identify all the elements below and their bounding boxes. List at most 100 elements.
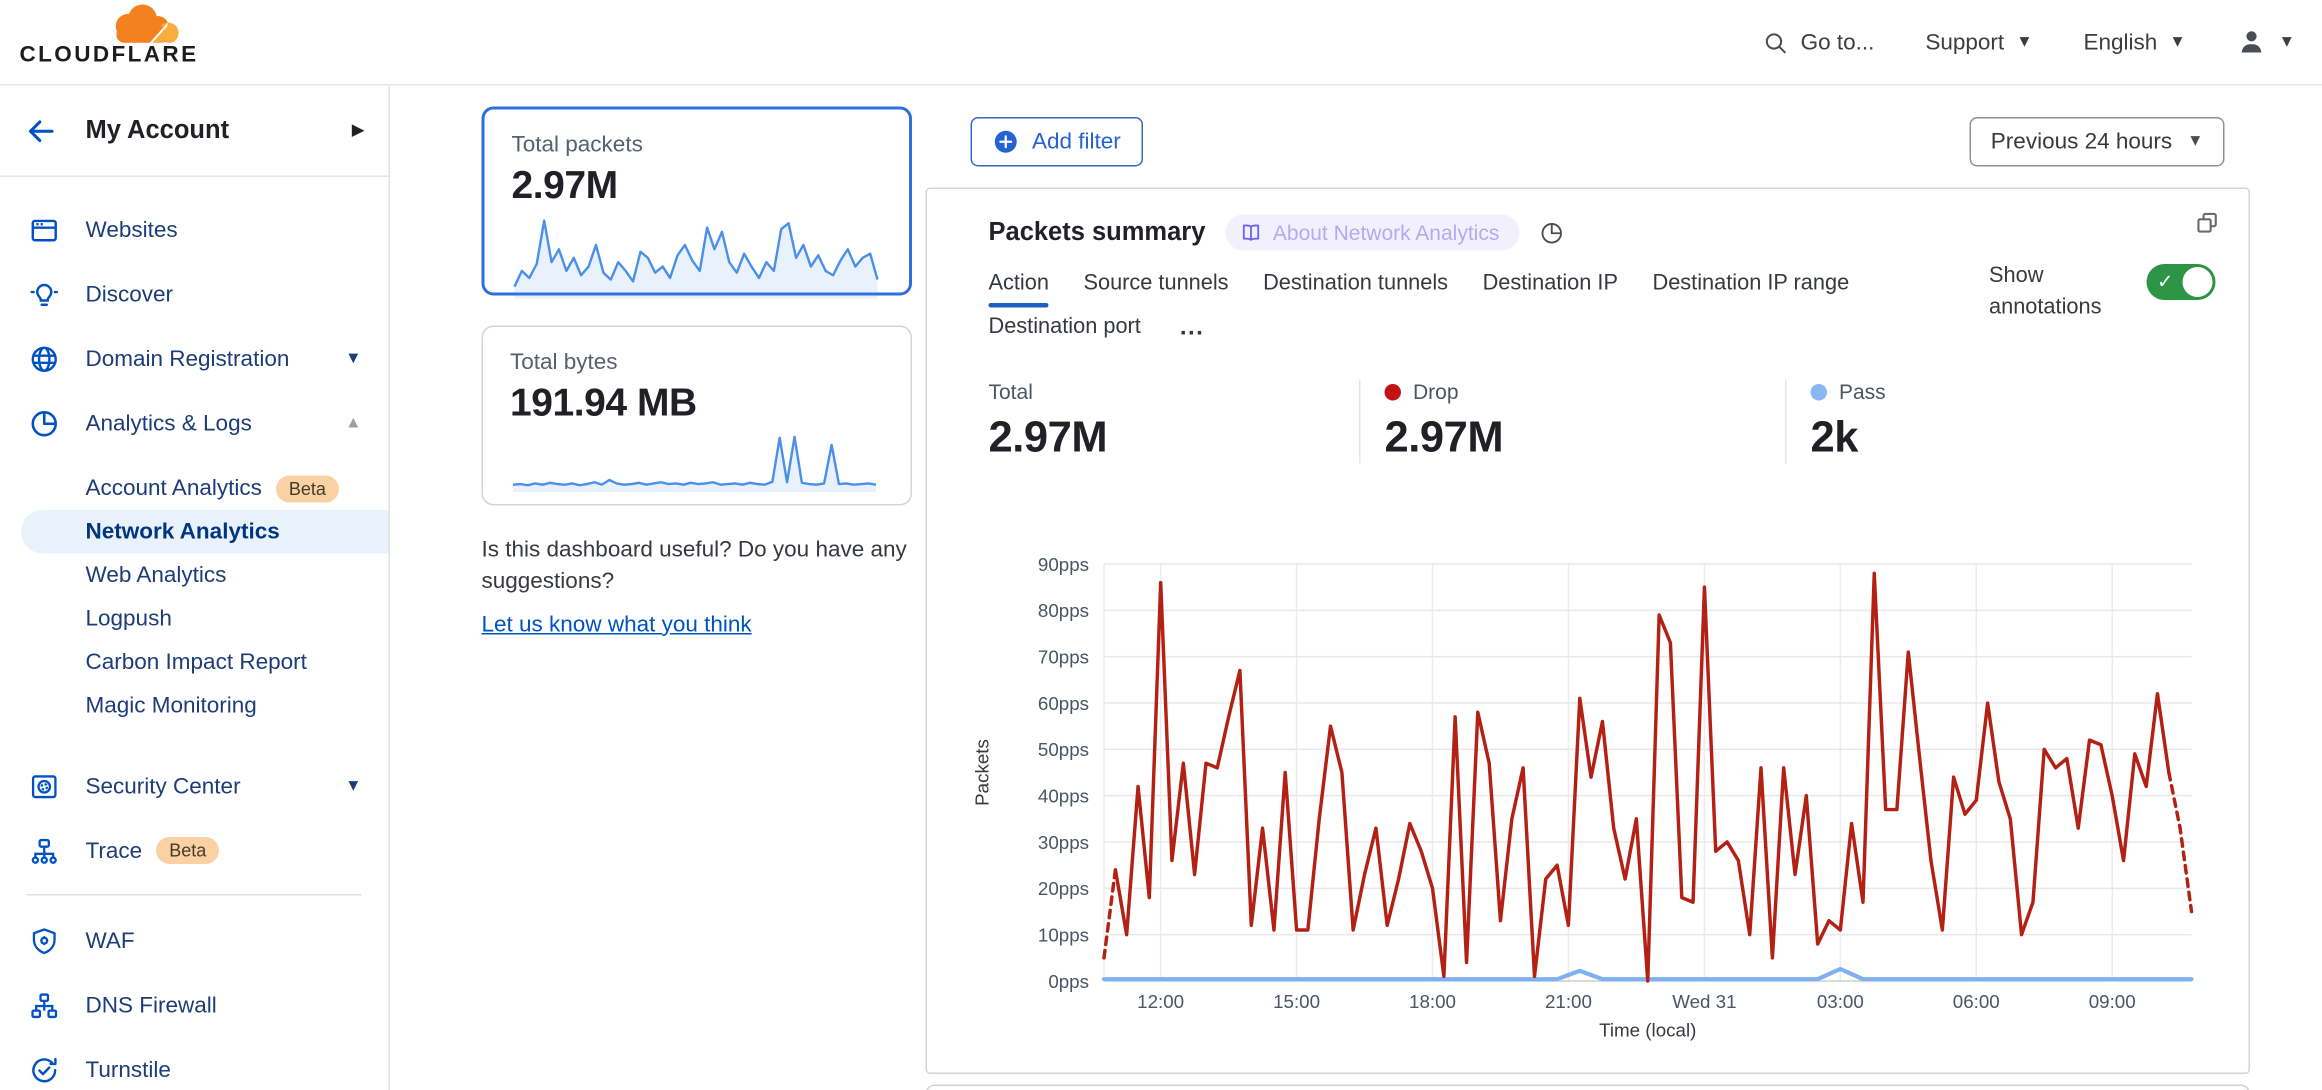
drop-legend-dot — [1384, 383, 1401, 400]
dimension-tabs: Action Source tunnels Destination tunnel… — [927, 251, 2249, 353]
cloudflare-cloud-icon — [98, 4, 199, 44]
pass-legend-dot — [1810, 383, 1827, 400]
y-axis-title: Packets — [972, 739, 993, 806]
sidebar-item-websites[interactable]: Websites — [0, 209, 389, 251]
tab-destination-port[interactable]: Destination port — [988, 315, 1141, 339]
sidebar-item-network-analytics[interactable]: Network Analytics — [21, 510, 389, 554]
card-value: 191.94 MB — [510, 379, 697, 425]
sidebar-nav: Websites Discover Domain Registration ▼ — [0, 177, 389, 1090]
sidebar-item-carbon-impact-report[interactable]: Carbon Impact Report — [85, 649, 307, 676]
add-filter-button[interactable]: Add filter — [970, 117, 1144, 167]
y-tick-label: 30pps — [1038, 832, 1089, 853]
show-annotations-label: Show annotations — [1989, 264, 2102, 320]
sidebar-item-waf[interactable]: WAF — [0, 920, 389, 962]
y-tick-label: 0pps — [1048, 971, 1089, 992]
websites-icon — [27, 213, 60, 246]
tab-action[interactable]: Action — [988, 272, 1050, 310]
sitemap-icon — [27, 989, 60, 1022]
sparkline-fill — [514, 220, 878, 299]
stats-row: Total 2.97M Drop 2.97M Pass — [988, 379, 2249, 464]
sidebar-item-security-center[interactable]: Security Center ▼ — [0, 765, 389, 807]
sidebar-item-analytics-logs[interactable]: Analytics & Logs ▲ — [0, 402, 389, 444]
time-range-dropdown[interactable]: Previous 24 hours ▼ — [1969, 117, 2225, 167]
cloudflare-logo[interactable]: CLOUDFLARE — [20, 4, 199, 68]
beta-badge: Beta — [275, 474, 340, 502]
pie-chart-icon — [27, 407, 60, 440]
sidebar-item-account-analytics[interactable]: Account Analytics Beta — [0, 467, 389, 511]
go-to-search[interactable]: Go to... — [1763, 29, 1874, 55]
chevron-right-icon[interactable]: ▶ — [351, 120, 365, 139]
search-icon — [1763, 29, 1789, 55]
sidebar-item-magic-monitoring[interactable]: Magic Monitoring — [85, 693, 257, 719]
y-tick-label: 60pps — [1038, 693, 1089, 714]
panel-header: Packets summary About Network Analytics — [927, 189, 2249, 251]
sidebar-divider — [27, 894, 362, 896]
refresh-check-icon — [27, 1053, 60, 1086]
feedback-link[interactable]: Let us know what you think — [481, 611, 752, 637]
chevron-down-icon: ▼ — [2278, 32, 2295, 51]
pie-chart-icon[interactable] — [1538, 220, 1564, 246]
feedback-question: Is this dashboard useful? Do you have an… — [481, 537, 907, 595]
sparkline-line — [512, 435, 877, 487]
y-tick-label: 70pps — [1038, 646, 1089, 667]
sidebar: My Account ▶ Websites Discover — [0, 85, 390, 1090]
chevron-down-icon: ▼ — [345, 776, 362, 795]
sparkline-svg — [512, 435, 877, 492]
sidebar-item-dns-firewall[interactable]: DNS Firewall — [0, 984, 389, 1026]
tab-destination-ip-range[interactable]: Destination IP range — [1652, 271, 1850, 296]
total-packets-card[interactable]: Total packets 2.97M — [481, 106, 912, 299]
y-tick-label: 10pps — [1038, 924, 1089, 945]
language-menu[interactable]: English ▼ — [2083, 29, 2186, 55]
y-tick-label: 80pps — [1038, 600, 1089, 621]
top-bar-controls: Go to... Support ▼ English ▼ ▼ — [1763, 0, 2295, 84]
book-icon — [1238, 221, 1262, 245]
account-title: My Account — [85, 115, 230, 145]
x-tick-label: 06:00 — [1953, 991, 2000, 1012]
x-tick-label: 12:00 — [1137, 991, 1184, 1012]
y-tick-label: 40pps — [1038, 785, 1089, 806]
stat-total-value: 2.97M — [988, 414, 1108, 462]
more-tabs-button[interactable]: ... — [1179, 314, 1205, 340]
y-tick-label: 90pps — [1038, 554, 1089, 575]
stat-pass: Pass 2k — [1785, 379, 1886, 464]
show-annotations-control: Show annotations ✓ — [1989, 261, 2216, 324]
trace-icon — [27, 834, 60, 867]
back-arrow-icon[interactable] — [24, 113, 59, 148]
card-title: Total bytes — [510, 349, 618, 376]
stat-pass-value: 2k — [1810, 414, 1859, 462]
tab-destination-tunnels[interactable]: Destination tunnels — [1263, 271, 1449, 296]
account-header: My Account ▶ — [0, 86, 389, 177]
sidebar-item-logpush[interactable]: Logpush — [85, 606, 172, 632]
account-menu[interactable]: ▼ — [2237, 27, 2295, 57]
lightbulb-icon — [27, 278, 60, 311]
packets-time-series-chart: 12:00 15:00 18:00 21:00 Wed 31 03:00 06:00 09:0… — [962, 545, 2230, 1052]
toggle-knob — [2182, 267, 2213, 297]
annotations-toggle[interactable]: ✓ — [2146, 264, 2216, 300]
tab-source-tunnels[interactable]: Source tunnels — [1083, 271, 1229, 296]
chevron-down-icon: ▼ — [345, 348, 362, 367]
sparkline-line — [513, 219, 879, 288]
feedback-block: Is this dashboard useful? Do you have an… — [482, 534, 920, 640]
y-tick-label: 20pps — [1038, 878, 1089, 899]
y-tick-label: 50pps — [1038, 739, 1089, 760]
sidebar-item-trace[interactable]: Trace Beta — [0, 830, 389, 872]
x-tick-label: 09:00 — [2089, 991, 2136, 1012]
support-menu[interactable]: Support ▼ — [1925, 29, 2033, 55]
next-panel-edge — [925, 1084, 2250, 1090]
stat-drop: Drop 2.97M — [1359, 379, 1785, 464]
metrics-column: Total packets 2.97M Total bytes 191.94 M… — [481, 106, 912, 641]
expand-icon[interactable] — [2195, 210, 2221, 236]
about-network-analytics-pill[interactable]: About Network Analytics — [1224, 214, 1519, 251]
sidebar-item-web-analytics[interactable]: Web Analytics — [85, 562, 227, 589]
total-bytes-card[interactable]: Total bytes 191.94 MB — [481, 325, 912, 506]
sparkline-svg — [513, 219, 879, 299]
sidebar-item-discover[interactable]: Discover — [0, 273, 389, 315]
sidebar-item-turnstile[interactable]: Turnstile — [0, 1049, 389, 1090]
tab-destination-ip[interactable]: Destination IP — [1482, 271, 1618, 296]
plus-circle-icon — [993, 129, 1019, 155]
panel-title: Packets summary — [988, 217, 1206, 247]
safe-icon — [27, 770, 60, 803]
sidebar-item-domain-registration[interactable]: Domain Registration ▼ — [0, 338, 389, 380]
